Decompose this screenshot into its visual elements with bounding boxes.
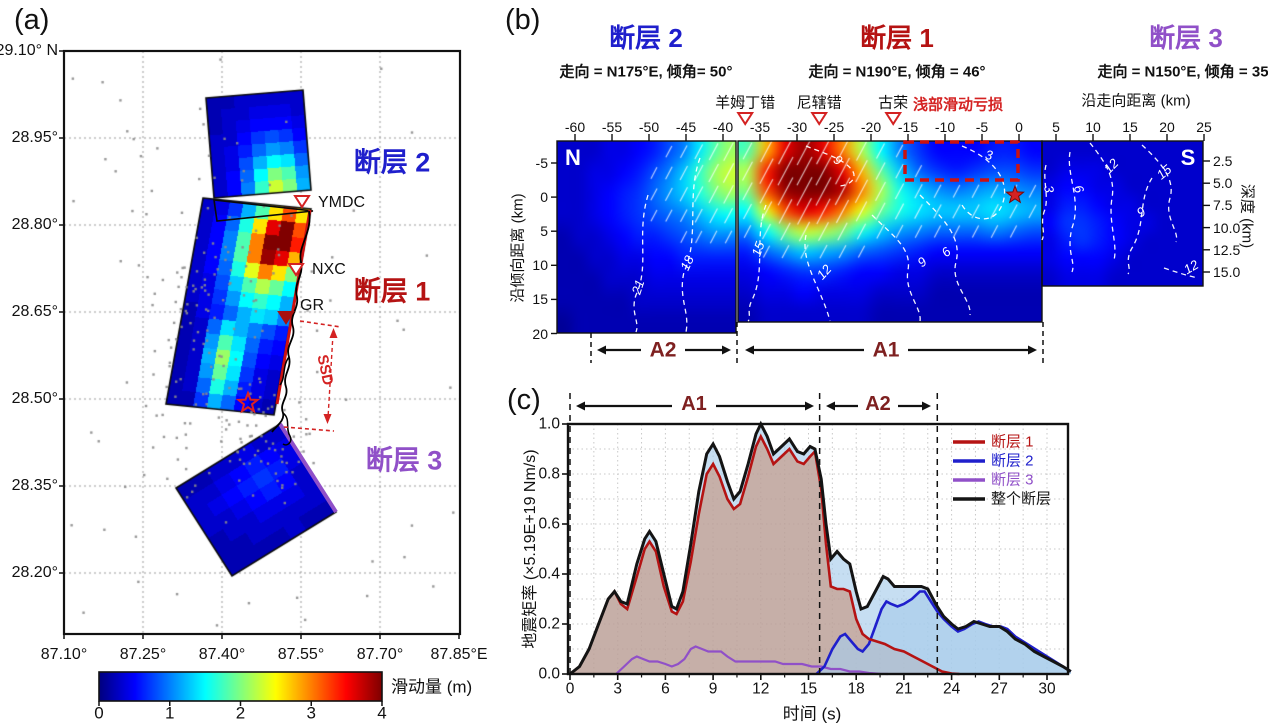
arrowhead-up-icon	[329, 328, 338, 338]
slip-contour-line	[1041, 164, 1047, 241]
arrowhead-icon	[745, 345, 754, 355]
ssd-top-dash	[299, 320, 342, 328]
slip-contour-line	[1089, 142, 1116, 261]
arrowhead-down-icon	[323, 414, 332, 424]
slip-contour-line	[961, 145, 1006, 220]
colorbar-frame	[98, 671, 383, 702]
fault3-curve	[615, 645, 889, 676]
slip-contour-line	[919, 194, 971, 316]
ssd-bottom-dash	[283, 426, 335, 432]
total-curve	[569, 420, 1072, 676]
arrowhead-icon	[1028, 345, 1037, 355]
slip-contour-line	[633, 194, 649, 333]
slip-contour-line	[747, 204, 767, 322]
arrowhead-icon	[805, 401, 814, 411]
arrowhead-icon	[597, 345, 606, 355]
fault2-curve	[815, 590, 1072, 675]
arrowhead-icon	[922, 401, 931, 411]
ymdc-triangle-icon	[293, 195, 311, 209]
epicenter-star-icon	[235, 390, 261, 414]
fault1-curve	[569, 433, 960, 676]
slip-contour-line	[805, 145, 855, 187]
hypocenter-star-icon	[1005, 184, 1025, 204]
slip-contour-line	[804, 234, 831, 322]
xsec-panel-frame	[556, 140, 737, 334]
slip-contour-line	[1141, 144, 1178, 243]
rupture-branch	[279, 356, 290, 386]
slip-contour-line	[871, 214, 921, 322]
map-frame	[62, 49, 462, 636]
nxc-triangle-icon	[287, 263, 305, 277]
arrowhead-icon	[826, 401, 835, 411]
arrowhead-icon	[576, 401, 585, 411]
arrowhead-icon	[722, 345, 731, 355]
slip-contour-line	[1127, 177, 1153, 275]
shallow-slip-deficit-box	[903, 140, 1020, 182]
fault2-buried-edge-triangle	[213, 199, 314, 222]
slip-contour-line	[1163, 267, 1199, 279]
gr-triangle-icon	[277, 311, 295, 325]
moment-rate-frame	[566, 422, 1070, 676]
ssd-extent-arrow	[327, 333, 334, 419]
xsec-marker-triangle-icon	[736, 112, 755, 126]
xsec-panel-frame	[737, 140, 1043, 323]
xsec-marker-triangle-icon	[884, 112, 903, 126]
fault1-area-fill	[570, 436, 960, 674]
xsec-marker-triangle-icon	[810, 112, 829, 126]
fault2-area-fill	[816, 591, 1071, 674]
rupture-branch	[282, 412, 292, 446]
slip-contour-line	[1068, 151, 1076, 273]
fault3-surface-edge	[278, 422, 338, 514]
slip-contour-line	[681, 157, 701, 333]
xsec-panel-frame	[1041, 140, 1204, 287]
